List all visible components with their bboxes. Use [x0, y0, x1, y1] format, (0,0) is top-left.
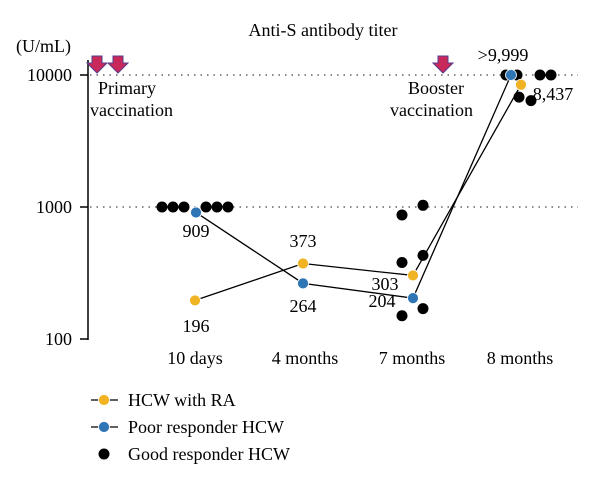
good-responder-point: [167, 201, 179, 213]
poor-responder-point: [407, 292, 419, 305]
good-responder-point: [396, 209, 408, 221]
annotation-text: vaccination: [390, 100, 473, 120]
x-category-label: 4 months: [272, 348, 339, 368]
data-label: 8,437: [533, 84, 574, 104]
y-tick-label: 1000: [36, 197, 72, 217]
good-responder-point: [534, 69, 546, 81]
legend-marker: [98, 394, 110, 406]
annotation-text: Booster: [408, 78, 464, 98]
data-label: 264: [290, 296, 317, 316]
good-responder-point: [545, 69, 557, 81]
data-label: 204: [369, 291, 396, 311]
vaccination-arrow-icon: [431, 55, 455, 74]
poor-responder-point: [297, 277, 309, 290]
good-responder-point: [200, 201, 212, 213]
legend-label: Poor responder HCW: [128, 417, 284, 437]
legend-marker: [98, 421, 110, 433]
good-responder-point: [222, 201, 234, 213]
y-axis-ticks: 100 1000 10000: [27, 65, 88, 349]
good-responder-point: [513, 91, 525, 103]
legend-marker: [98, 448, 110, 460]
gridlines: [90, 74, 578, 208]
y-tick-label: 100: [45, 329, 72, 349]
y-tick-label: 10000: [27, 65, 72, 85]
x-axis-categories: 10 days 4 months 7 months 8 months: [167, 348, 553, 368]
good-responder-point: [525, 95, 537, 107]
good-responder-point: [396, 310, 408, 322]
poor-responder-point: [190, 206, 202, 219]
vaccination-arrow-icon: [106, 55, 130, 74]
x-category-label: 7 months: [379, 348, 446, 368]
ra-point: [407, 269, 419, 282]
data-label: 196: [183, 316, 210, 336]
data-label: 373: [290, 231, 317, 251]
data-points: [156, 69, 557, 322]
series-line: [195, 74, 512, 299]
data-label: 909: [183, 221, 210, 241]
annotation-text: vaccination: [90, 100, 173, 120]
vaccination-arrow-icon: [85, 55, 109, 74]
data-label: 303: [372, 274, 399, 294]
ra-point: [297, 257, 309, 270]
data-labels: 196 373 303 8,437 909 264 204 >9,999: [183, 45, 574, 336]
annotation-text: Primary: [98, 78, 156, 98]
data-label: >9,999: [478, 45, 529, 65]
y-axis-label: (U/mL): [16, 36, 71, 57]
good-responder-point: [156, 201, 168, 213]
ra-point: [189, 294, 201, 307]
good-responder-point: [417, 249, 429, 261]
chart-title: Anti-S antibody titer: [249, 20, 398, 40]
x-category-label: 8 months: [487, 348, 554, 368]
series-line: [194, 84, 522, 302]
x-category-label: 10 days: [167, 348, 223, 368]
good-responder-point: [417, 199, 429, 211]
good-responder-point: [211, 201, 223, 213]
good-responder-point: [396, 256, 408, 268]
ra-point: [515, 78, 527, 91]
poor-responder-point: [505, 69, 517, 81]
legend: HCW with RA Poor responder HCW Good respon…: [91, 390, 290, 464]
good-responder-point: [417, 303, 429, 315]
series-lines: [194, 74, 522, 302]
good-responder-point: [178, 201, 190, 213]
legend-label: HCW with RA: [128, 390, 236, 410]
legend-label: Good responder HCW: [128, 444, 290, 464]
